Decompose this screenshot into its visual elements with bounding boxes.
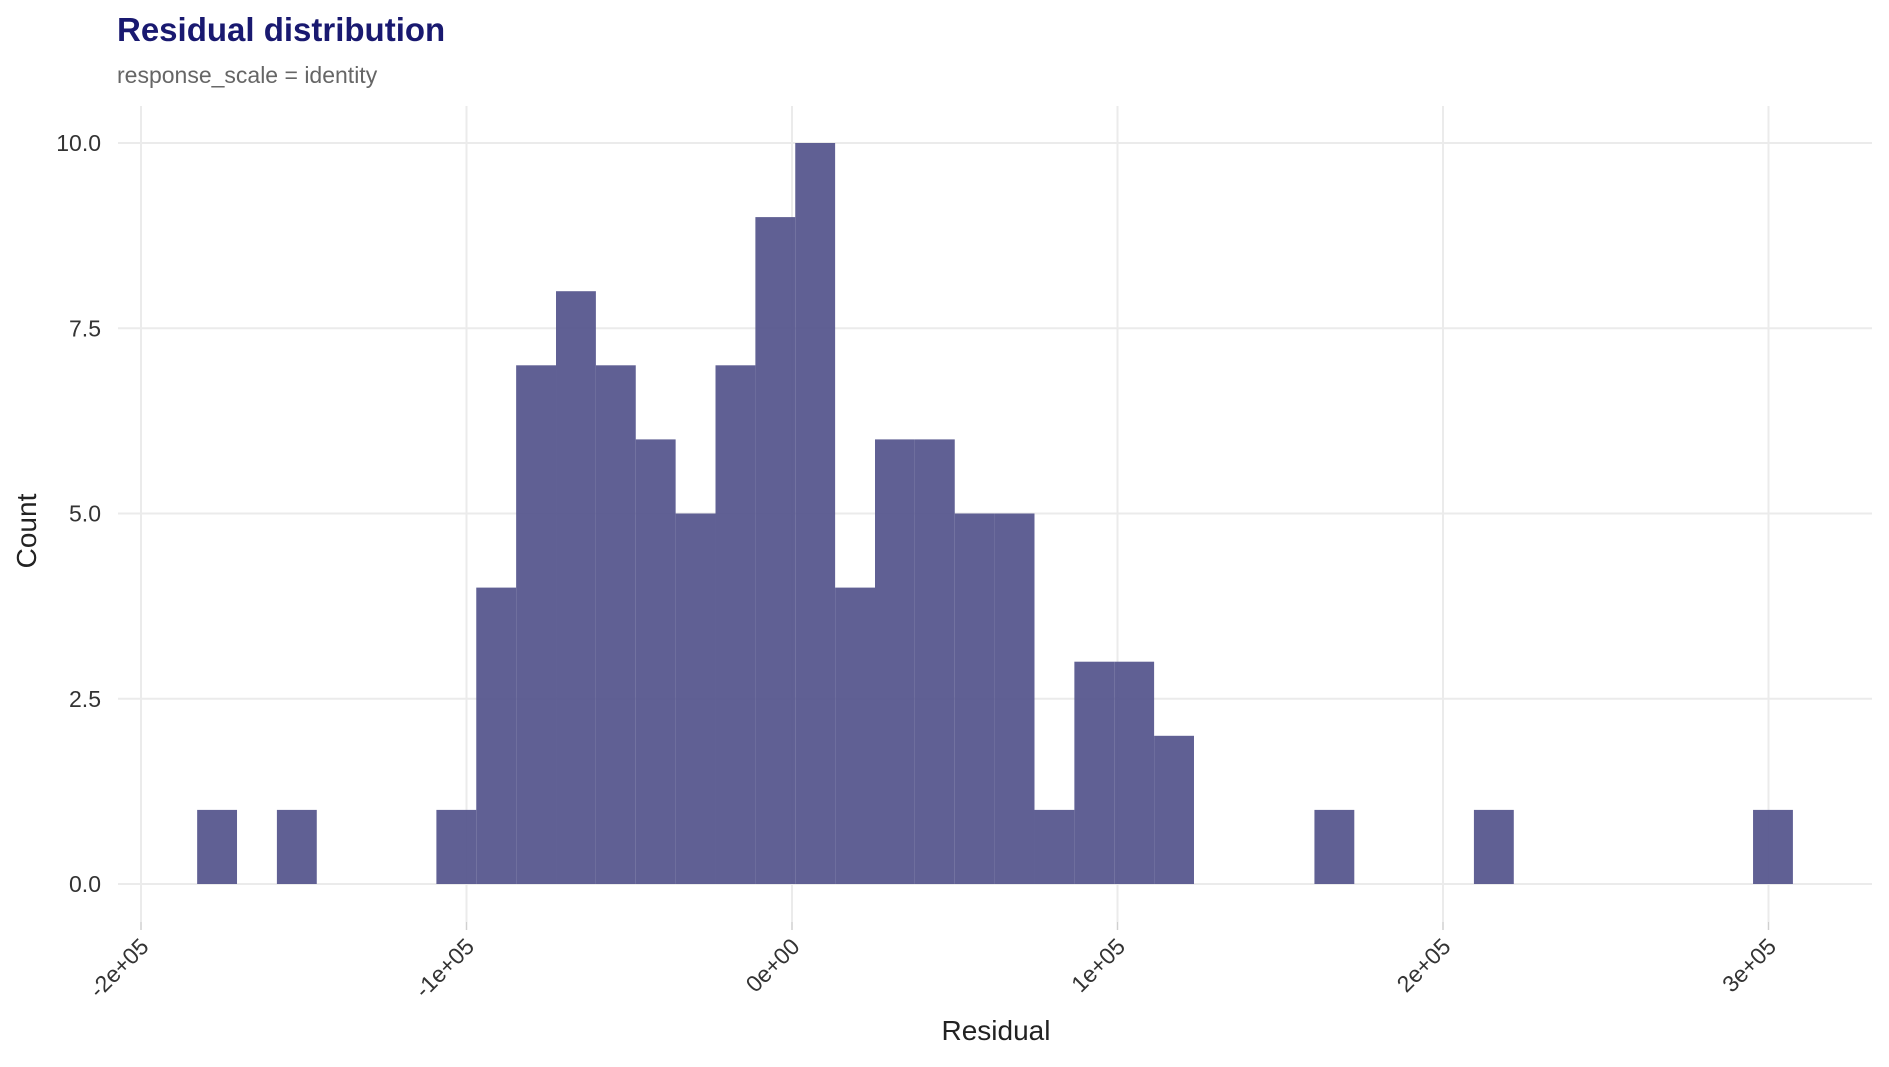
histogram-bar — [1314, 809, 1355, 884]
histogram-bar — [835, 587, 875, 884]
histogram-bar — [875, 439, 915, 884]
y-axis-ticks: 0.0 2.5 5.0 7.5 10.0 — [56, 130, 101, 897]
x-tick-label: 2e+05 — [1391, 933, 1455, 997]
histogram-bar — [197, 809, 238, 884]
histogram-bar — [1473, 809, 1514, 884]
histogram-bar — [1753, 809, 1793, 884]
x-tick-label: -1e+05 — [410, 933, 479, 1002]
histogram-bar — [1074, 661, 1115, 884]
histogram-bar — [516, 365, 557, 884]
chart-title: Residual distribution — [117, 11, 445, 48]
histogram-bar — [436, 809, 477, 884]
histogram-bar — [556, 291, 596, 884]
x-axis-title: Residual — [942, 1015, 1051, 1046]
histogram-bar — [1154, 735, 1194, 884]
histogram-bar — [1114, 661, 1155, 884]
histogram-bar — [715, 365, 756, 884]
histogram-bars — [197, 143, 1793, 885]
x-axis-ticks: -2e+05 -1e+05 0e+00 1e+05 2e+05 3e+05 — [84, 922, 1781, 1003]
y-tick-label: 2.5 — [69, 686, 101, 712]
histogram-bar — [595, 365, 636, 884]
histogram-bar — [954, 513, 995, 884]
histogram-bar — [276, 809, 317, 884]
histogram-bar — [635, 439, 676, 884]
histogram-bar — [755, 217, 796, 885]
histogram-bar — [675, 513, 716, 884]
y-tick-label: 5.0 — [69, 501, 101, 527]
y-axis-title: Count — [11, 493, 42, 568]
histogram-bar — [476, 587, 517, 884]
y-tick-label: 0.0 — [69, 871, 101, 897]
x-tick-label: -2e+05 — [84, 933, 153, 1002]
x-tick-label: 0e+00 — [740, 933, 804, 997]
x-tick-label: 3e+05 — [1717, 933, 1781, 997]
histogram-bar — [914, 439, 955, 884]
histogram-bar — [1034, 809, 1075, 884]
y-tick-label: 10.0 — [56, 130, 101, 156]
y-tick-label: 7.5 — [69, 315, 101, 341]
histogram-bar — [994, 513, 1035, 884]
chart-subtitle: response_scale = identity — [117, 62, 378, 88]
x-tick-label: 1e+05 — [1066, 933, 1130, 997]
histogram-bar — [795, 143, 836, 884]
